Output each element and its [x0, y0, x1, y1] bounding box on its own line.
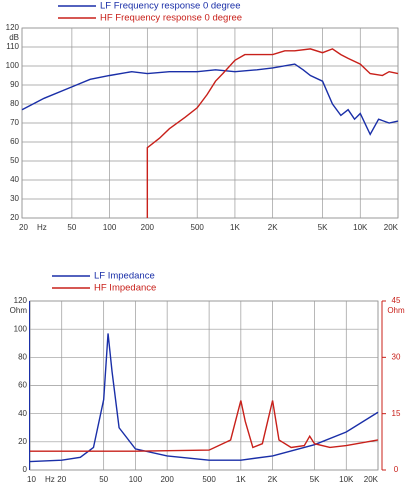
- y-tick-label: 120: [14, 296, 28, 305]
- y2-tick-label: 0: [394, 465, 399, 474]
- y-tick-label: 90: [10, 80, 19, 89]
- y-tick-label: 80: [10, 99, 19, 108]
- y-tick-label: 60: [10, 137, 19, 146]
- y-tick-label: 50: [10, 156, 19, 165]
- x-tick-label: 100: [129, 475, 143, 484]
- x-tick-label: 200: [160, 475, 174, 484]
- x-tick-label: 20K: [384, 223, 399, 232]
- x-tick-label: 20: [19, 223, 28, 232]
- series-line: [29, 333, 379, 463]
- y-tick-label: 30: [10, 194, 19, 203]
- series-line: [21, 63, 399, 136]
- legend-label: HF Impedance: [94, 283, 156, 294]
- x-tick-label: 50: [99, 475, 108, 484]
- y-tick-label: 70: [10, 118, 19, 127]
- x-tick-label: 5K: [310, 475, 320, 484]
- x-tick-label: 20: [57, 475, 66, 484]
- y-tick-label: 40: [10, 175, 19, 184]
- x-tick-label: 50: [67, 223, 76, 232]
- y-unit: dB: [9, 33, 19, 42]
- y-unit: Ohm: [10, 306, 28, 315]
- y-tick-label: 80: [18, 352, 27, 361]
- x-tick-label: 10K: [339, 475, 354, 484]
- x-tick-label: 2K: [268, 223, 278, 232]
- legend-label: HF Frequency response 0 degree: [100, 13, 242, 24]
- x-tick-label: 500: [202, 475, 216, 484]
- x-tick-label: 1K: [236, 475, 246, 484]
- x-tick-label: 100: [103, 223, 117, 232]
- y-tick-label: 20: [10, 213, 19, 222]
- y2-tick-label: 15: [392, 409, 401, 418]
- y2-unit: Ohm: [387, 306, 405, 315]
- y-tick-label: 40: [18, 409, 27, 418]
- y-tick-label: 100: [14, 324, 28, 333]
- y-tick-label: 110: [6, 42, 19, 51]
- y-tick-label: 0: [23, 465, 28, 474]
- x-tick-label: 20K: [364, 475, 379, 484]
- y2-tick-label: 45: [392, 296, 401, 305]
- x-unit: Hz: [45, 475, 55, 484]
- x-tick-label: 10: [27, 475, 36, 484]
- x-tick-label: 500: [191, 223, 205, 232]
- series-line: [146, 48, 399, 218]
- x-unit: Hz: [37, 223, 47, 232]
- y2-tick-label: 30: [392, 352, 401, 361]
- x-tick-label: 10K: [353, 223, 368, 232]
- x-tick-label: 2K: [268, 475, 278, 484]
- y-tick-label: 120: [6, 23, 20, 32]
- x-tick-label: 1K: [230, 223, 240, 232]
- series-line: [30, 400, 379, 452]
- legend-label: LF Frequency response 0 degree: [100, 1, 240, 12]
- x-tick-label: 200: [141, 223, 155, 232]
- y-tick-label: 100: [6, 61, 20, 70]
- x-tick-label: 5K: [318, 223, 328, 232]
- y-tick-label: 20: [18, 437, 27, 446]
- legend-label: LF Impedance: [94, 271, 155, 282]
- y-tick-label: 60: [18, 381, 27, 390]
